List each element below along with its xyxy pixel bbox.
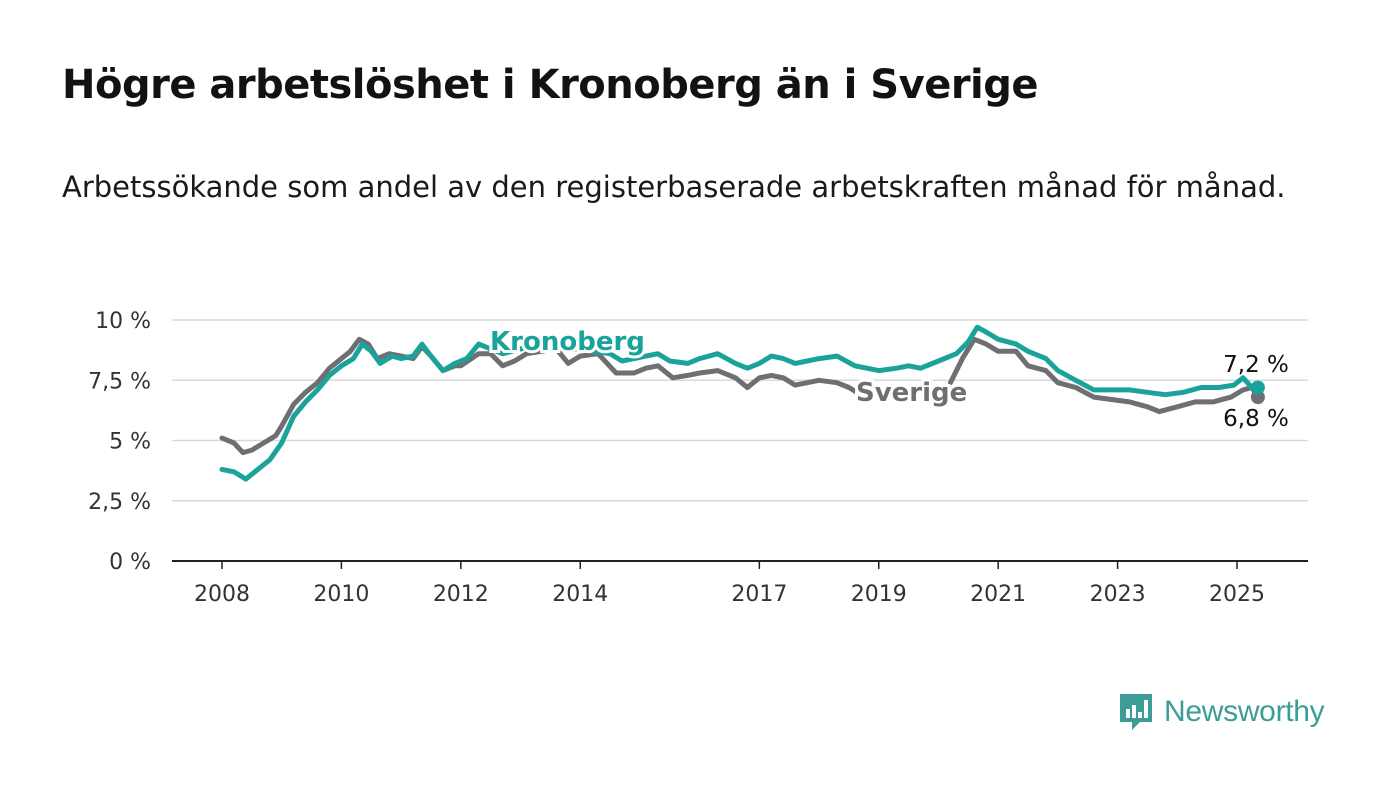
x-tick-label: 2010 [313, 582, 369, 607]
chart-title: Högre arbetslöshet i Kronoberg än i Sver… [62, 62, 1039, 108]
x-tick-label: 2014 [552, 582, 608, 607]
x-tick-label: 2025 [1209, 582, 1265, 607]
sverige-line-segment [947, 336, 1261, 415]
kronoberg-end-label: 7,2 % [1223, 352, 1289, 378]
sverige-label: Sverige [856, 378, 967, 408]
x-axis: 2008 2010 2012 2014 2017 2019 2021 2023 2025 [194, 561, 1265, 607]
sverige-line [219, 336, 870, 456]
line-chart: 0 % 2,5 % 5 % 7,5 % 10 % 2008 2010 2012 2014 201… [88, 309, 1308, 607]
x-tick-label: 2012 [433, 582, 489, 607]
y-tick-label: 10 % [95, 309, 151, 334]
brand-name: Newsworthy [1164, 695, 1325, 728]
series-lines [219, 324, 1265, 482]
kronoberg-line [219, 324, 1261, 482]
grid-lines [172, 319, 1308, 562]
newsworthy-logo-icon [1120, 694, 1152, 730]
x-tick-label: 2008 [194, 582, 250, 607]
x-tick-label: 2021 [970, 582, 1026, 607]
y-tick-label: 2,5 % [88, 490, 151, 515]
y-axis: 0 % 2,5 % 5 % 7,5 % 10 % [88, 309, 151, 575]
x-tick-label: 2019 [851, 582, 907, 607]
y-tick-label: 0 % [109, 550, 151, 575]
y-tick-label: 7,5 % [88, 369, 151, 394]
sverige-end-point [1250, 390, 1265, 405]
newsworthy-logo: Newsworthy [1118, 690, 1325, 734]
kronoberg-end-point [1250, 380, 1265, 395]
chart-subtitle: Arbetssökande som andel av den registerb… [62, 170, 1286, 204]
series-labels: Kronoberg Sverige 7,2 % 6,8 % [487, 324, 1289, 432]
x-tick-label: 2023 [1090, 582, 1146, 607]
y-tick-label: 5 % [109, 430, 151, 455]
sverige-end-label: 6,8 % [1223, 406, 1289, 432]
kronoberg-label: Kronoberg [490, 327, 645, 357]
x-tick-label: 2017 [731, 582, 787, 607]
